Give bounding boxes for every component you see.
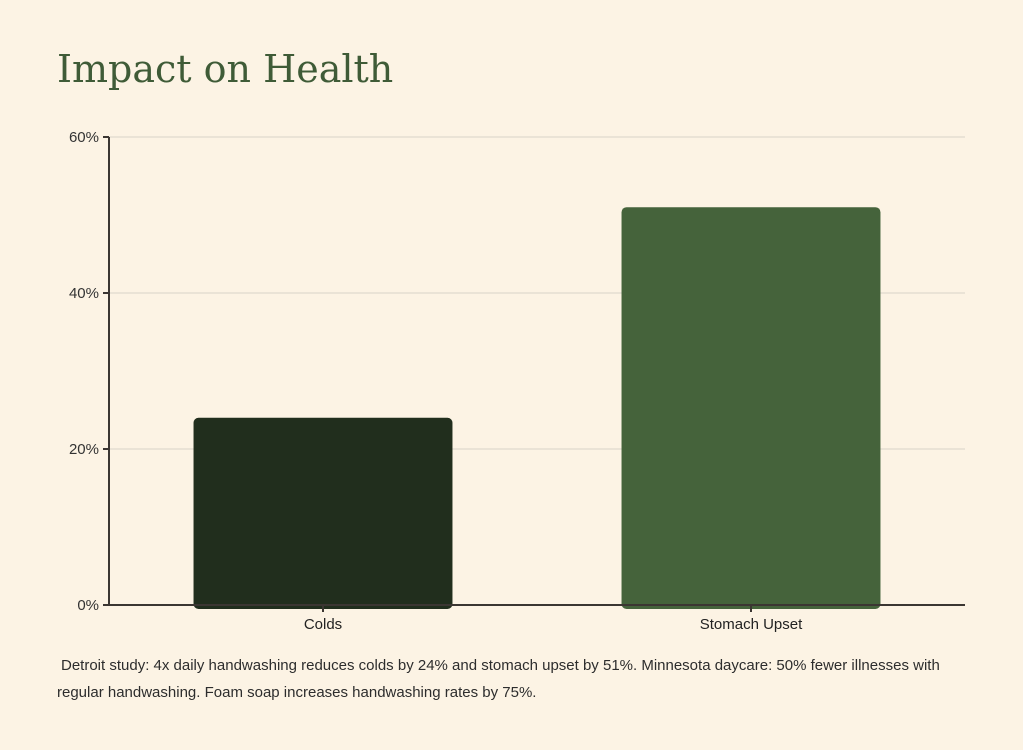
y-tick-label: 0%	[77, 597, 99, 614]
chart-caption: Detroit study: 4x daily handwashing redu…	[57, 657, 940, 701]
tick-labels: 0% 20% 40% 60% Colds Stomach Upset	[69, 129, 803, 633]
bar-chart: 0% 20% 40% 60% Colds Stomach Upset	[69, 129, 965, 633]
bar-stomach-upset	[621, 207, 881, 609]
y-tick-label: 20%	[69, 441, 99, 458]
axes	[103, 136, 965, 612]
y-tick-label: 60%	[69, 129, 99, 146]
bars	[193, 207, 881, 609]
x-tick-label: Colds	[304, 616, 342, 633]
bar-colds	[193, 417, 453, 609]
y-tick-label: 40%	[69, 285, 99, 302]
page-title: Impact on Health	[57, 47, 394, 91]
x-tick-label: Stomach Upset	[700, 616, 803, 633]
